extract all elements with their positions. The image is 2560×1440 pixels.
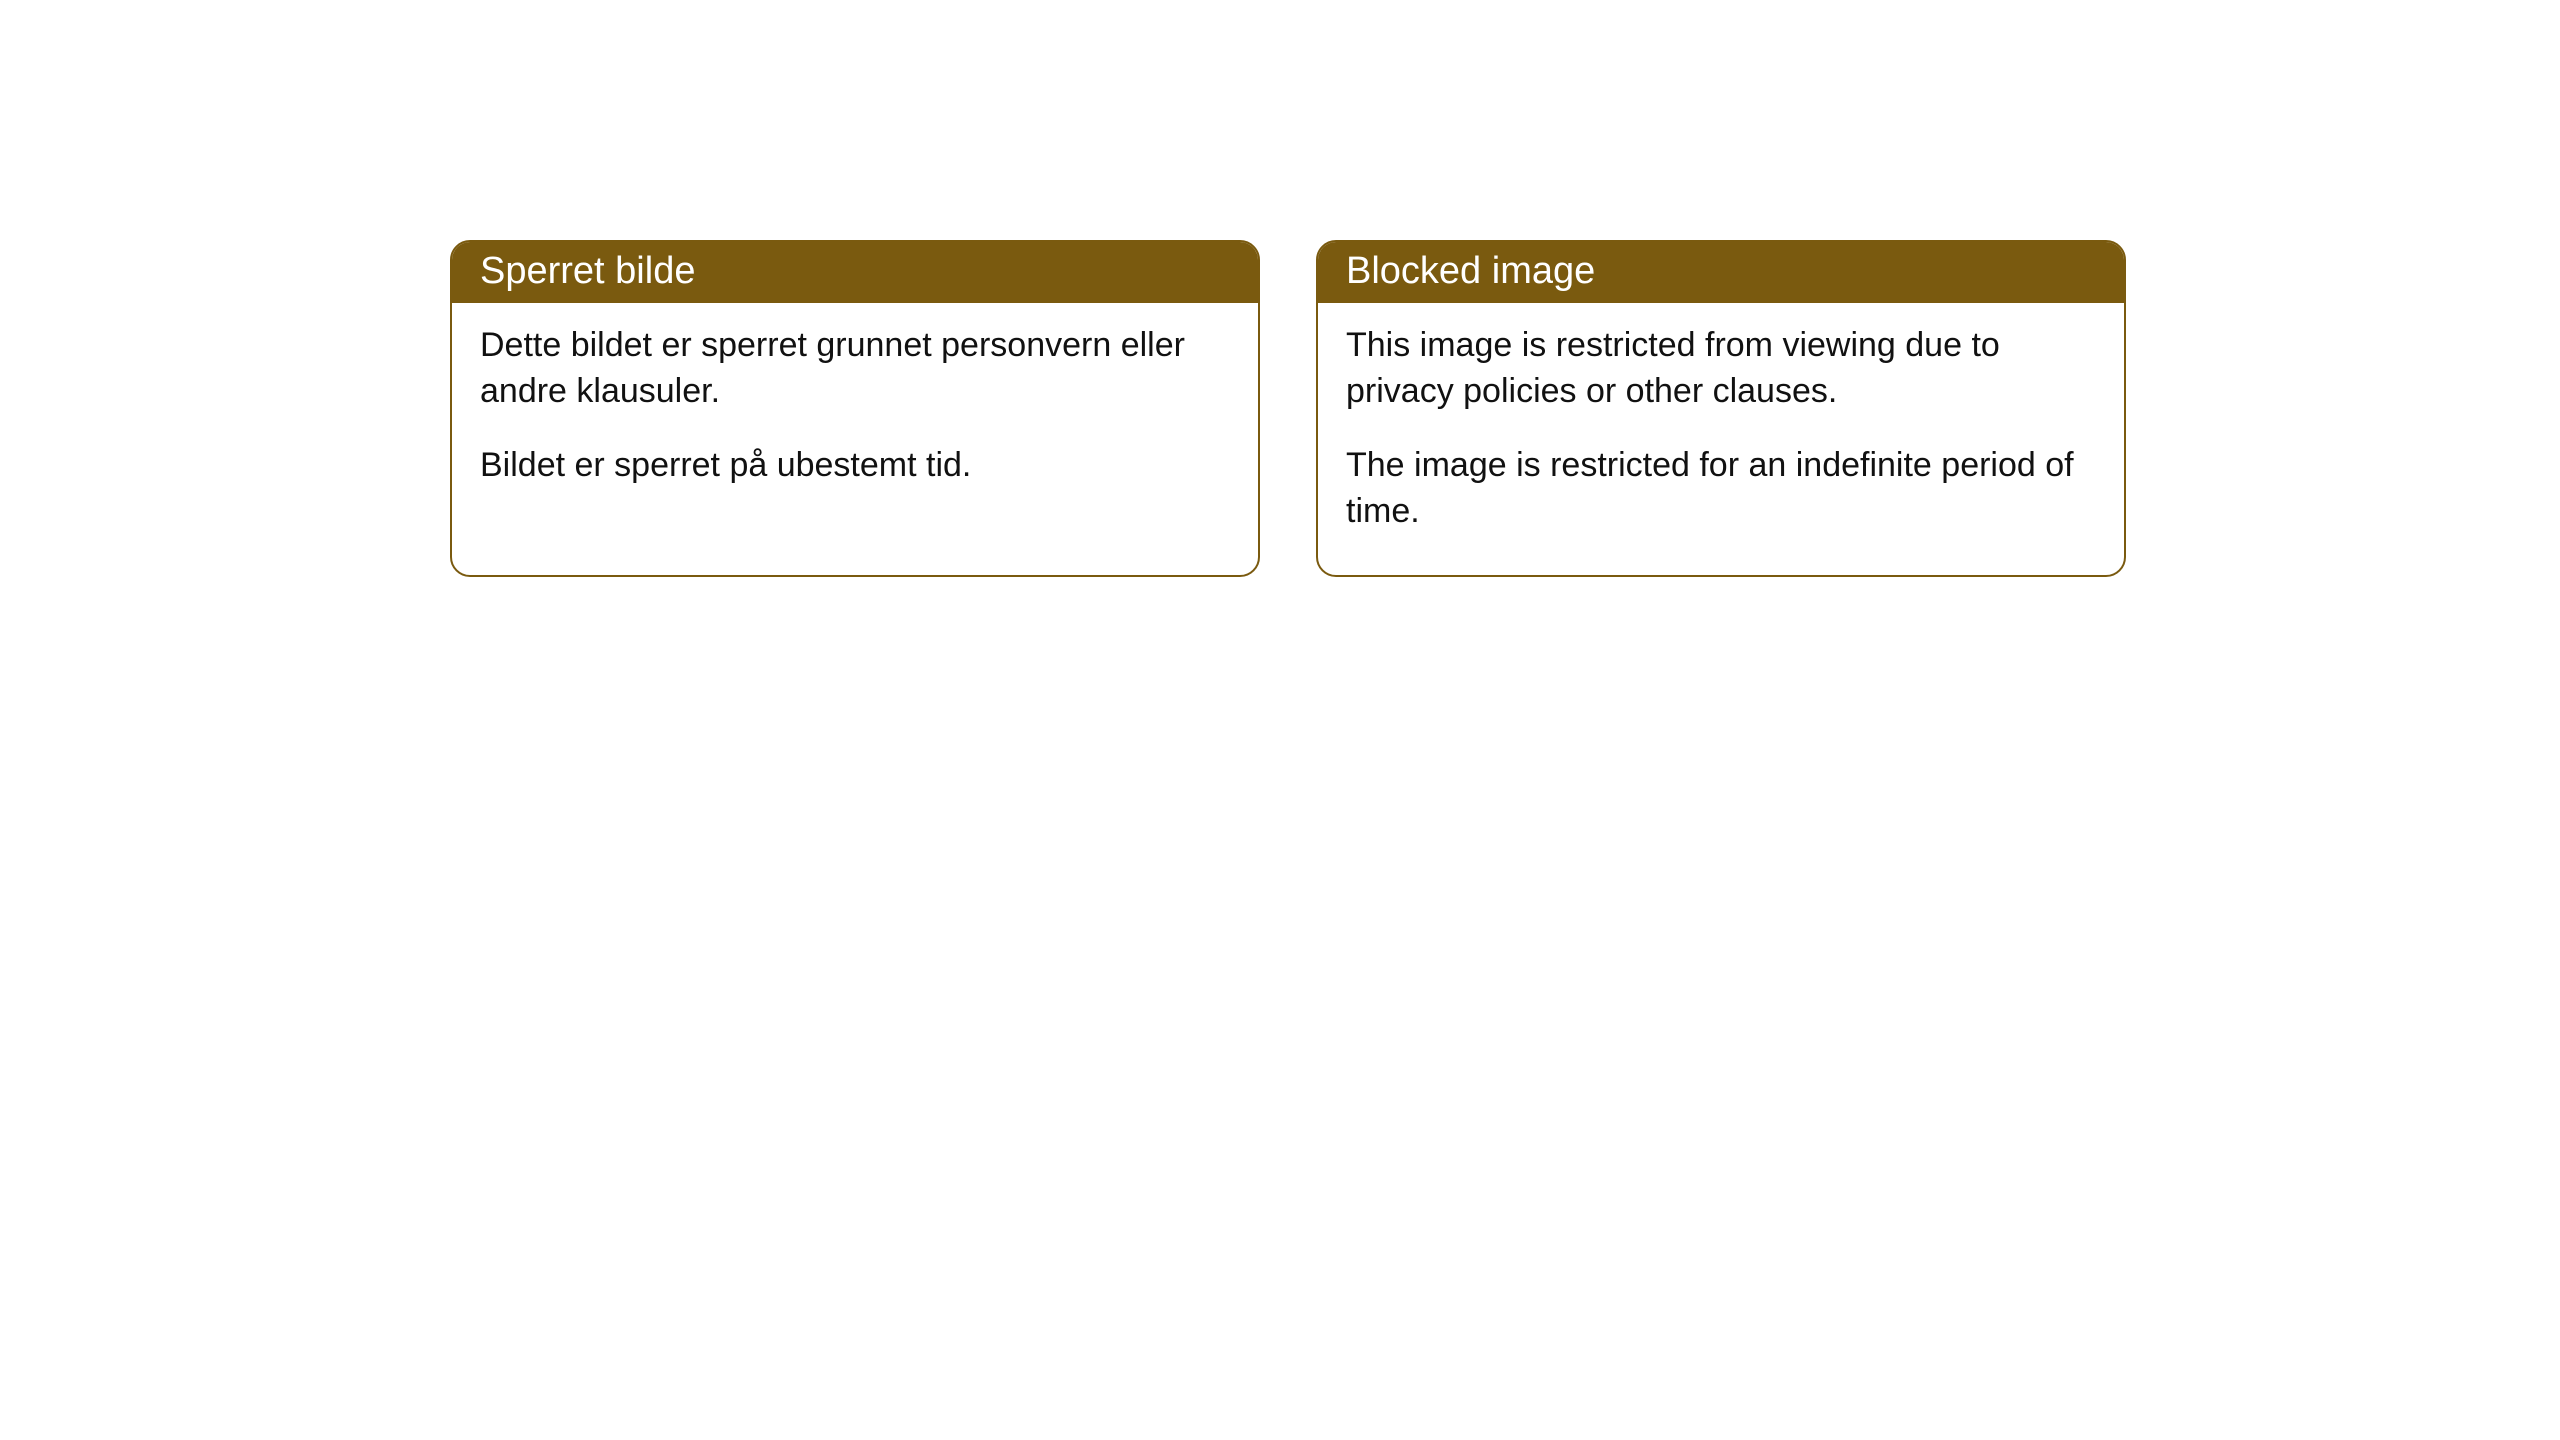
card-body: Dette bildet er sperret grunnet personve… <box>452 303 1258 529</box>
card-paragraph: Bildet er sperret på ubestemt tid. <box>480 443 1230 489</box>
card-paragraph: This image is restricted from viewing du… <box>1346 323 2096 415</box>
card-title: Blocked image <box>1318 242 2124 303</box>
notice-cards-container: Sperret bilde Dette bildet er sperret gr… <box>0 0 2560 577</box>
card-paragraph: Dette bildet er sperret grunnet personve… <box>480 323 1230 415</box>
card-body: This image is restricted from viewing du… <box>1318 303 2124 575</box>
blocked-image-card-norwegian: Sperret bilde Dette bildet er sperret gr… <box>450 240 1260 577</box>
card-paragraph: The image is restricted for an indefinit… <box>1346 443 2096 535</box>
blocked-image-card-english: Blocked image This image is restricted f… <box>1316 240 2126 577</box>
card-title: Sperret bilde <box>452 242 1258 303</box>
